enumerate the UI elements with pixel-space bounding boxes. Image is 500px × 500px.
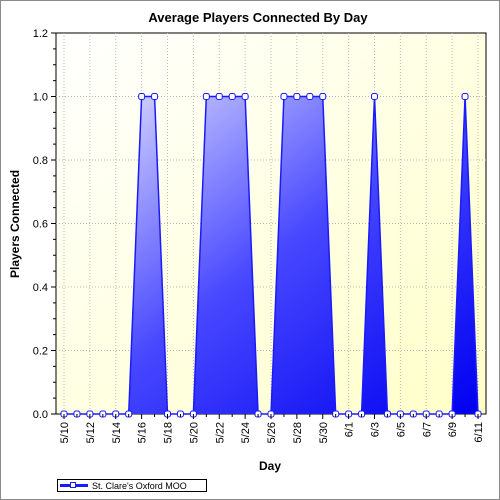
data-point — [371, 93, 378, 100]
x-tick-label: 6/1 — [344, 422, 356, 437]
x-tick-label: 6/9 — [447, 422, 459, 437]
axes: 0.0 0.2 0.4 0.6 0.8 1.0 1.2 5/10 5/12 5/14 5/16 5/1… — [33, 28, 485, 443]
x-tick-label: 5/12 — [85, 422, 97, 443]
x-tick-label: 5/18 — [163, 422, 175, 443]
y-tick-label: 1.2 — [33, 28, 48, 40]
y-axis-title: Players Connected — [8, 170, 22, 278]
x-tick-label: 5/24 — [240, 422, 252, 443]
x-tick-label: 5/22 — [214, 422, 226, 443]
y-tick-label: 0.2 — [33, 346, 48, 358]
x-tick-label: 5/30 — [318, 422, 330, 443]
legend-swatch — [60, 480, 88, 491]
x-tick-label: 5/16 — [137, 422, 149, 443]
data-point — [151, 93, 159, 100]
y-tick-label: 0.4 — [33, 282, 48, 294]
legend: St. Clare's Oxford MOO — [57, 479, 207, 492]
data-point — [241, 93, 249, 100]
x-tick-label: 5/10 — [59, 422, 71, 443]
x-tick-label: 5/14 — [111, 422, 123, 443]
area-fill — [64, 96, 478, 414]
y-tick-label: 0.6 — [33, 219, 48, 231]
legend-label: St. Clare's Oxford MOO — [92, 480, 187, 491]
data-point — [280, 93, 288, 100]
y-tick-label: 0.8 — [33, 155, 48, 167]
data-point — [306, 93, 314, 100]
x-axis-title: Day — [259, 459, 281, 473]
x-tick-label: 6/5 — [395, 422, 407, 437]
data-point — [293, 93, 301, 100]
chart-title: Average Players Connected By Day — [148, 10, 368, 25]
area-series — [64, 96, 478, 414]
x-tick-label: 6/11 — [473, 422, 485, 443]
data-point — [138, 93, 146, 100]
x-tick-label: 5/28 — [292, 422, 304, 443]
data-point — [228, 93, 236, 100]
data-point — [319, 93, 327, 100]
x-tick-label: 5/20 — [188, 422, 200, 443]
y-tick-label: 0.0 — [33, 409, 48, 421]
data-point — [215, 93, 223, 100]
data-point — [461, 93, 469, 100]
x-tick-label: 6/3 — [370, 422, 382, 437]
data-point — [202, 93, 210, 100]
y-tick-label: 1.0 — [33, 92, 48, 104]
x-tick-label: 6/7 — [421, 422, 433, 437]
x-tick-label: 5/26 — [266, 422, 278, 443]
